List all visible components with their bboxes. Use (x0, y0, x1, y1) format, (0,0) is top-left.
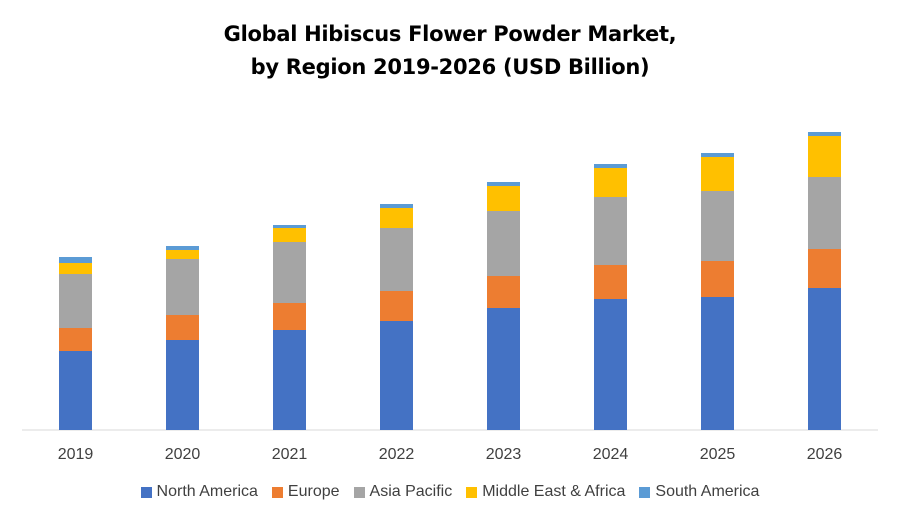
legend-item: Europe (271, 483, 340, 501)
legend-swatch (271, 486, 283, 498)
legend-swatch (353, 486, 365, 498)
bar-segment-south-america-2021 (273, 225, 306, 228)
legend-label: South America (655, 483, 760, 500)
bar-segment-europe-2026 (808, 249, 841, 288)
bar-segment-north-america-2020 (166, 340, 199, 430)
legend-label: Europe (287, 483, 340, 500)
bar-segment-asia-pacific-2022 (380, 228, 413, 291)
legend-item: North America (140, 483, 258, 501)
chart-title-line-1: Global Hibiscus Flower Powder Market, (223, 22, 677, 46)
bar-segment-europe-2021 (273, 303, 306, 330)
bar-segment-south-america-2020 (166, 246, 199, 250)
bar-segment-europe-2022 (380, 291, 413, 321)
chart-legend: North America Europe Asia Pacific Middle Ea… (0, 483, 900, 501)
bar-segment-middle-east-africa-2023 (487, 186, 520, 211)
bar-segment-asia-pacific-2021 (273, 242, 306, 303)
bar-segment-asia-pacific-2025 (701, 191, 734, 261)
stacked-bar-chart: 2019 2020 2021 2022 2023 2024 2025 2026 (22, 132, 878, 463)
bar-segment-north-america-2019 (59, 351, 92, 430)
bar-segment-south-america-2026 (808, 132, 841, 136)
bar-segment-europe-2023 (487, 276, 520, 308)
bar-segment-south-america-2019 (59, 257, 92, 263)
bar-segment-middle-east-africa-2024 (594, 168, 627, 197)
legend-swatch (140, 486, 152, 498)
bar-segment-middle-east-africa-2021 (273, 228, 306, 242)
bar-segment-middle-east-africa-2019 (59, 263, 92, 274)
legend-label: Asia Pacific (369, 483, 453, 500)
bar-segment-north-america-2023 (487, 308, 520, 430)
legend-swatch (639, 486, 651, 498)
bar-segment-asia-pacific-2023 (487, 211, 520, 276)
x-tick-label: 2025 (700, 446, 736, 463)
bar-segment-north-america-2021 (273, 330, 306, 430)
chart-title: Global Hibiscus Flower Powder Market, by… (0, 18, 900, 84)
bar-segment-south-america-2023 (487, 182, 520, 186)
x-tick-label: 2020 (165, 446, 201, 463)
bar-segment-asia-pacific-2024 (594, 197, 627, 265)
bar-segment-middle-east-africa-2025 (701, 157, 734, 191)
x-tick-label: 2019 (58, 446, 94, 463)
x-tick-label: 2024 (593, 446, 629, 463)
bar-segment-middle-east-africa-2022 (380, 208, 413, 228)
x-tick-label: 2021 (272, 446, 308, 463)
bar-segment-south-america-2024 (594, 164, 627, 168)
bar-segment-south-america-2025 (701, 153, 734, 157)
bar-segment-europe-2019 (59, 328, 92, 351)
legend-label: Middle East & Africa (482, 483, 626, 500)
legend-item: Middle East & Africa (466, 483, 625, 501)
bar-segment-north-america-2025 (701, 297, 734, 430)
bar-segment-europe-2024 (594, 265, 627, 299)
legend-item: South America (639, 483, 759, 501)
bar-segment-south-america-2022 (380, 204, 413, 208)
x-tick-label: 2022 (379, 446, 415, 463)
bar-segment-europe-2025 (701, 261, 734, 297)
bar-segment-middle-east-africa-2020 (166, 250, 199, 259)
x-tick-label: 2026 (807, 446, 843, 463)
chart-title-line-2: by Region 2019-2026 (USD Billion) (250, 55, 650, 79)
bar-segment-north-america-2026 (808, 288, 841, 430)
bar-segment-middle-east-africa-2026 (808, 136, 841, 177)
x-tick-label: 2023 (486, 446, 522, 463)
legend-item: Asia Pacific (353, 483, 453, 501)
bar-segment-north-america-2024 (594, 299, 627, 430)
bar-segment-asia-pacific-2020 (166, 259, 199, 315)
legend-swatch (466, 486, 478, 498)
legend-label: North America (156, 483, 258, 500)
bar-segment-europe-2020 (166, 315, 199, 340)
bar-segment-asia-pacific-2026 (808, 177, 841, 249)
bar-segment-north-america-2022 (380, 321, 413, 430)
bar-segment-asia-pacific-2019 (59, 274, 92, 328)
